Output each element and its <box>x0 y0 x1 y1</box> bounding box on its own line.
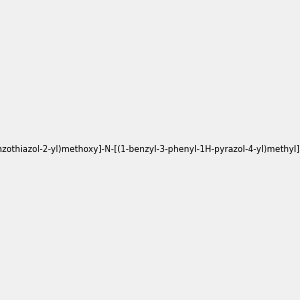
Text: 2-[(1,3-benzothiazol-2-yl)methoxy]-N-[(1-benzyl-3-phenyl-1H-pyrazol-4-yl)methyl]: 2-[(1,3-benzothiazol-2-yl)methoxy]-N-[(1… <box>0 146 300 154</box>
